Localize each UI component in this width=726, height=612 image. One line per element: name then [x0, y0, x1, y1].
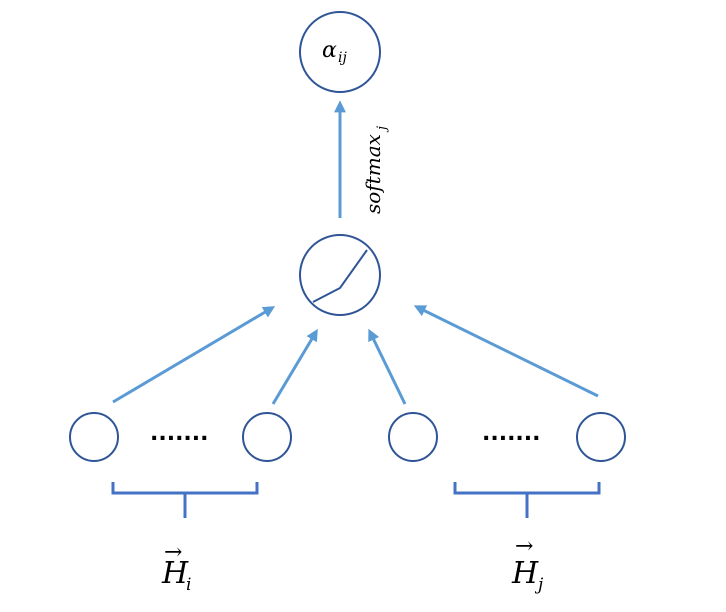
ellipsis-right: ....... — [482, 421, 541, 446]
group-label-right: → H j — [511, 534, 544, 595]
group-right-letter: H — [511, 556, 539, 591]
group-label-left: → H i — [161, 540, 191, 595]
group-left-letter: H — [161, 556, 189, 591]
brace-left — [111, 482, 259, 518]
softmax-label-subscript: j — [375, 126, 390, 133]
activation-icon — [312, 249, 368, 303]
input-arrow-4 — [413, 305, 599, 398]
input-arrow-1 — [112, 306, 276, 404]
input-node-left-1 — [69, 412, 119, 462]
group-right-arrow: → — [515, 534, 533, 559]
brace-right — [453, 482, 601, 518]
output-node: α ij — [299, 11, 381, 93]
input-node-right-1 — [388, 412, 438, 462]
input-arrow-2 — [271, 328, 318, 405]
softmax-label-text: softmax — [361, 134, 385, 214]
group-left-subscript: i — [186, 575, 191, 595]
input-arrow-3 — [368, 328, 407, 405]
output-node-label: α — [322, 38, 337, 63]
ellipsis-left: ....... — [150, 421, 209, 446]
input-node-left-2 — [242, 412, 292, 462]
output-node-subscript: ij — [338, 50, 347, 66]
group-left-arrow: → — [164, 540, 182, 565]
softmax-label: softmax j — [361, 126, 390, 214]
input-node-right-2 — [576, 412, 626, 462]
activation-node — [299, 234, 381, 316]
group-right-subscript: j — [534, 575, 544, 595]
